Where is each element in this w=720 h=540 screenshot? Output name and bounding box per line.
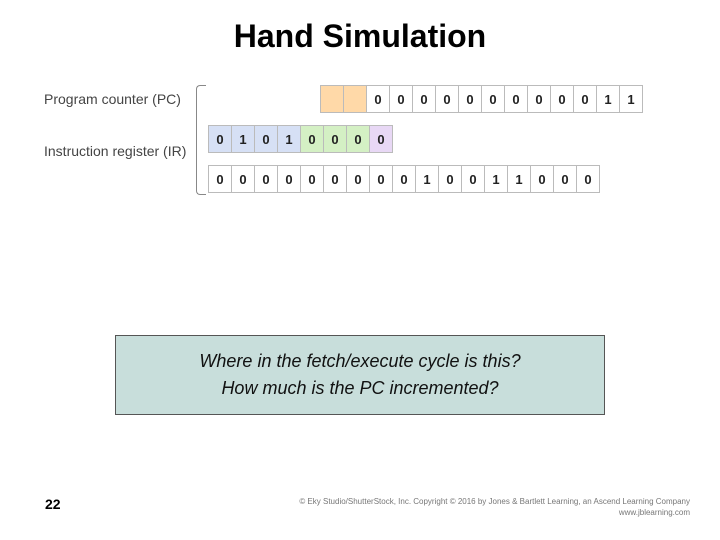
bit-cell: 0 [412, 85, 436, 113]
bit-cell: 1 [277, 125, 301, 153]
bit-cell: 0 [530, 165, 554, 193]
bit-cell [343, 85, 367, 113]
callout-line-1: Where in the fetch/execute cycle is this… [199, 348, 520, 375]
bit-cell: 1 [507, 165, 531, 193]
pc-label: Program counter (PC) [44, 91, 181, 107]
bit-cell: 0 [323, 125, 347, 153]
question-callout: Where in the fetch/execute cycle is this… [115, 335, 605, 415]
bit-cell: 1 [231, 125, 255, 153]
bit-cell: 1 [596, 85, 620, 113]
page-number: 22 [45, 496, 61, 512]
ir-brace [196, 85, 206, 195]
bit-cell: 1 [415, 165, 439, 193]
copyright-line-2: www.jblearning.com [299, 508, 690, 518]
bit-cell: 0 [208, 125, 232, 153]
bit-cell: 0 [527, 85, 551, 113]
bit-cell: 0 [481, 85, 505, 113]
bit-cell: 0 [573, 85, 597, 113]
bit-cell: 0 [277, 165, 301, 193]
bit-cell: 0 [438, 165, 462, 193]
bit-cell: 1 [619, 85, 643, 113]
ir-label: Instruction register (IR) [44, 143, 186, 159]
bit-cell: 0 [461, 165, 485, 193]
copyright-text: © Eky Studio/ShutterStock, Inc. Copyrigh… [299, 497, 690, 518]
bit-cell: 0 [254, 125, 278, 153]
bit-cell: 0 [392, 165, 416, 193]
bit-cell: 0 [389, 85, 413, 113]
bit-cell: 1 [484, 165, 508, 193]
bit-cell: 0 [435, 85, 459, 113]
bit-cell: 0 [254, 165, 278, 193]
bit-cell: 0 [231, 165, 255, 193]
register-diagram: Program counter (PC) Instruction registe… [20, 85, 700, 225]
bit-cell: 0 [576, 165, 600, 193]
copyright-line-1: © Eky Studio/ShutterStock, Inc. Copyrigh… [299, 497, 690, 507]
bit-cell: 0 [550, 85, 574, 113]
bit-cell: 0 [323, 165, 347, 193]
bit-cell: 0 [346, 165, 370, 193]
slide-title: Hand Simulation [0, 0, 720, 85]
ir-top-row: 01010000 [208, 125, 393, 153]
bit-cell: 0 [300, 125, 324, 153]
bit-cell [320, 85, 344, 113]
bit-cell: 0 [504, 85, 528, 113]
callout-line-2: How much is the PC incremented? [221, 375, 498, 402]
bit-cell: 0 [369, 125, 393, 153]
bit-cell: 0 [458, 85, 482, 113]
pc-bit-row: 000000000011 [320, 85, 643, 113]
bit-cell: 0 [208, 165, 232, 193]
bit-cell: 0 [553, 165, 577, 193]
bit-cell: 0 [300, 165, 324, 193]
bit-cell: 0 [366, 85, 390, 113]
ir-bottom-row: 00000000010011000 [208, 165, 600, 193]
bit-cell: 0 [369, 165, 393, 193]
bit-cell: 0 [346, 125, 370, 153]
